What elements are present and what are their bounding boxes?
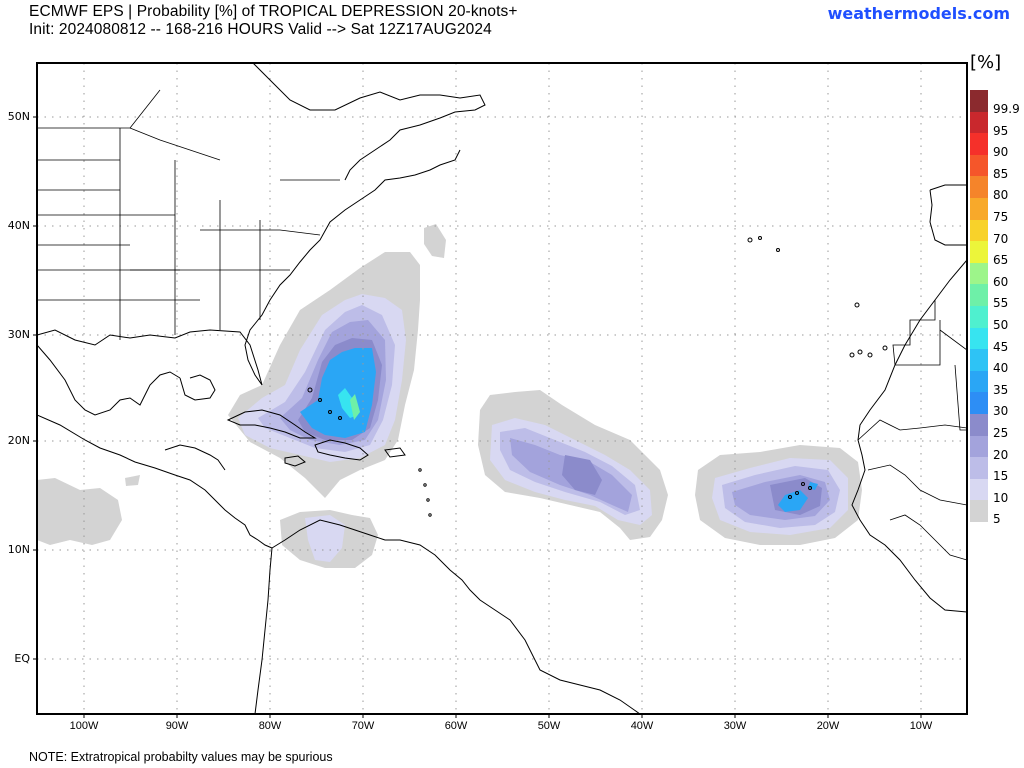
colorbar-label: 45	[993, 339, 1009, 354]
colorbar-swatch-80	[970, 176, 988, 198]
colorbar-swatch-70	[970, 219, 988, 242]
lat-label-10n: 10N	[7, 543, 30, 556]
colorbar-swatch-45	[970, 327, 988, 350]
lon-label-30w: 30W	[723, 720, 747, 732]
colorbar-label: 25	[993, 426, 1009, 440]
probability-area-eastern-pacific	[37, 475, 140, 545]
colorbar-swatch-50	[970, 305, 988, 328]
lon-label-60w: 60W	[444, 720, 468, 732]
colorbar-unit: [%]	[970, 52, 1002, 73]
colorbar-swatch-40	[970, 349, 988, 371]
colorbar-label: 10	[993, 490, 1009, 505]
colorbar-label: 90	[993, 145, 1009, 160]
colorbar-label: 85	[993, 166, 1009, 181]
probability-area-cabo-verde	[695, 445, 862, 545]
lon-label-20w: 20W	[816, 720, 840, 732]
colorbar	[970, 90, 988, 522]
gridlines	[37, 63, 967, 714]
lon-label-40w: 40W	[630, 720, 654, 732]
colorbar-swatch-60	[970, 262, 988, 285]
colorbar-swatch-15	[970, 457, 988, 479]
axis-ticks	[33, 116, 922, 718]
colorbar-swatch-10	[970, 478, 988, 501]
colorbar-label: 5	[993, 512, 1001, 527]
lon-label-70w: 70W	[351, 720, 375, 732]
title-line-2: Init: 2024080812 -- 168-216 HOURS Valid …	[29, 21, 492, 38]
probability-area-bahamas	[228, 224, 446, 498]
lon-label-50w: 50W	[537, 720, 561, 732]
colorbar-swatch-25	[970, 413, 988, 436]
lon-label-10w: 10W	[909, 720, 933, 732]
lat-label-eq: EQ	[14, 652, 30, 665]
probability-area-central-atlantic	[478, 390, 668, 540]
colorbar-label: 65	[993, 253, 1009, 268]
colorbar-label: 35	[993, 382, 1009, 397]
lon-label-90w: 90W	[165, 720, 189, 732]
lon-label-80w: 80W	[258, 720, 282, 732]
coastlines	[37, 63, 967, 714]
colorbar-swatch-55	[970, 284, 988, 306]
colorbar-label: 55	[993, 296, 1009, 311]
lat-label-20n: 20N	[7, 434, 30, 447]
borders	[37, 89, 967, 561]
lat-label-50n: 50N	[7, 110, 30, 123]
footer-note: NOTE: Extratropical probabilty values ma…	[29, 750, 333, 764]
colorbar-swatch-5	[970, 500, 988, 522]
colorbar-swatch-35	[970, 370, 988, 393]
map-frame	[36, 62, 968, 715]
lon-label-100w: 100W	[69, 720, 99, 732]
colorbar-swatch-99.9	[970, 90, 988, 112]
colorbar-label: 20	[993, 447, 1009, 462]
lat-label-30n: 30N	[7, 328, 30, 341]
colorbar-swatch-75	[970, 197, 988, 220]
colorbar-swatch-90	[970, 133, 988, 155]
colorbar-swatch-85	[970, 154, 988, 177]
colorbar-swatch-65	[970, 241, 988, 263]
colorbar-label: 40	[993, 361, 1009, 376]
colorbar-label: 60	[993, 274, 1009, 289]
lat-label-40n: 40N	[7, 219, 30, 232]
colorbar-label: 99.9	[993, 102, 1020, 116]
colorbar-swatch-20	[970, 435, 988, 458]
title-line-1: ECMWF EPS | Probability [%] of TROPICAL …	[29, 3, 518, 20]
brand-link[interactable]: weathermodels.com	[827, 4, 1010, 23]
colorbar-label: 70	[993, 231, 1009, 246]
colorbar-swatch-30	[970, 392, 988, 414]
colorbar-label: 15	[993, 469, 1009, 484]
colorbar-label: 80	[993, 188, 1009, 203]
map-content	[37, 63, 967, 714]
colorbar-label: 75	[993, 210, 1009, 224]
colorbar-swatch-95	[970, 111, 988, 134]
colorbar-label: 95	[993, 123, 1009, 138]
colorbar-label: 30	[993, 404, 1009, 419]
map-title: ECMWF EPS | Probability [%] of TROPICAL …	[29, 3, 518, 39]
colorbar-label: 50	[993, 318, 1009, 332]
